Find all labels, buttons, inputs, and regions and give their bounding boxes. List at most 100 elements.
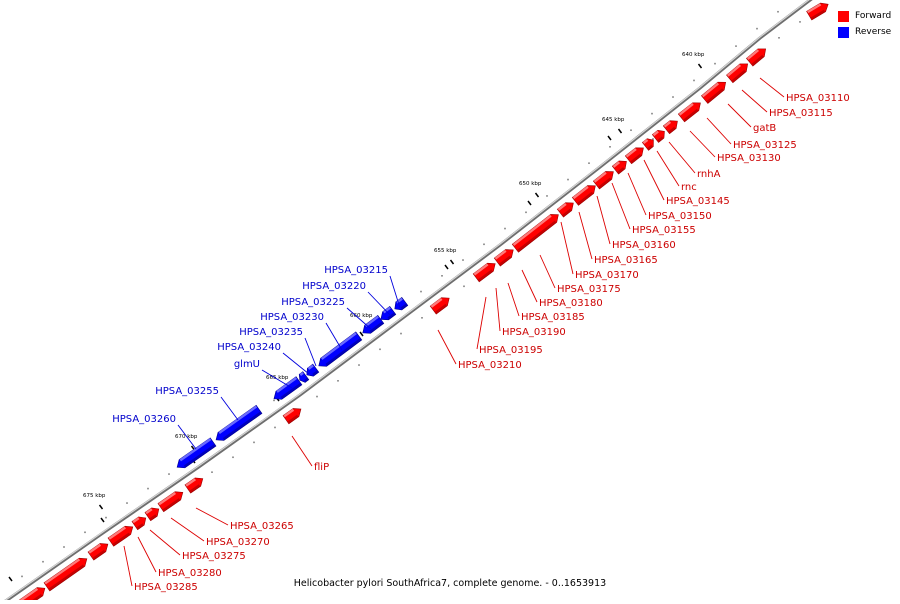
gene-leader-line: [346, 307, 372, 330]
gene-feature-fwd-18[interactable]: [184, 475, 206, 494]
gene-label[interactable]: HPSA_03285: [134, 582, 198, 593]
minor-tick: [337, 380, 339, 382]
major-tick: [534, 192, 540, 198]
minor-tick: [714, 62, 716, 65]
gene-feature-fwd-4[interactable]: [677, 99, 703, 123]
gene-label[interactable]: HPSA_03130: [717, 153, 781, 164]
gene-label[interactable]: HPSA_03230: [260, 312, 324, 323]
gene-leader-line: [643, 159, 665, 201]
major-tick-inner: [444, 264, 449, 270]
gene-label[interactable]: HPSA_03265: [230, 521, 294, 532]
gene-label[interactable]: HPSA_03195: [479, 345, 543, 356]
gene-feature-fwd-8[interactable]: [624, 144, 646, 165]
gene-leader-line: [149, 529, 181, 556]
gene-feature-fwd-1[interactable]: [746, 45, 768, 67]
gene-feature-fwd-16[interactable]: [429, 294, 452, 315]
gene-label[interactable]: HPSA_03170: [575, 270, 639, 281]
minor-tick: [316, 395, 318, 398]
gene-feature-fwd-11[interactable]: [571, 182, 598, 206]
legend-label: Reverse: [855, 27, 892, 37]
gene-leader-line: [220, 396, 239, 421]
gene-leader-line: [389, 275, 401, 309]
gene-label[interactable]: HPSA_03190: [502, 327, 566, 338]
gene-label[interactable]: HPSA_03275: [182, 551, 246, 562]
gene-label[interactable]: HPSA_03175: [557, 284, 621, 295]
minor-tick: [693, 79, 695, 82]
gene-feature-fwd-14[interactable]: [493, 246, 516, 267]
gene-feature-rev-5[interactable]: [297, 371, 310, 385]
tick-label: 675 kbp: [83, 493, 106, 499]
minor-tick: [168, 473, 170, 475]
gene-feature-rev-8[interactable]: [174, 437, 217, 471]
gene-label[interactable]: HPSA_03260: [112, 414, 176, 425]
gene-label[interactable]: HPSA_03210: [458, 360, 522, 371]
gene-label[interactable]: rnhA: [697, 169, 721, 180]
gene-feature-fwd-6[interactable]: [651, 127, 667, 143]
gene-label[interactable]: HPSA_03220: [302, 281, 366, 292]
gene-label[interactable]: HPSA_03180: [539, 298, 603, 309]
gene-feature-rev-4[interactable]: [304, 363, 320, 379]
minor-tick: [211, 471, 213, 473]
gene-feature-fwd-2[interactable]: [726, 60, 750, 84]
gene-feature-fwd-10[interactable]: [592, 168, 616, 190]
tick-label: 660 kbp: [350, 313, 373, 319]
gene-feature-fwd-19[interactable]: [157, 488, 186, 513]
gene-leader-line: [596, 195, 611, 245]
gene-feature-fwd-13[interactable]: [511, 211, 561, 253]
gene-feature-fwd-12[interactable]: [556, 199, 576, 218]
gene-feature-fwd-7[interactable]: [641, 136, 656, 151]
gene-label[interactable]: HPSA_03215: [324, 265, 388, 276]
gene-label[interactable]: HPSA_03255: [155, 386, 219, 397]
gene-label[interactable]: HPSA_03185: [521, 312, 585, 323]
gene-label[interactable]: HPSA_03240: [217, 342, 281, 353]
minor-tick: [421, 317, 423, 319]
minor-tick: [525, 211, 527, 214]
major-tick: [98, 504, 104, 510]
gene-label[interactable]: HPSA_03270: [206, 537, 270, 548]
gene-label[interactable]: HPSA_03235: [239, 327, 303, 338]
gene-feature-fwd-0[interactable]: [806, 0, 831, 21]
gene-feature-rev-0[interactable]: [392, 296, 409, 313]
gene-feature-fwd-20[interactable]: [144, 505, 162, 522]
gene-label[interactable]: glmU: [234, 359, 260, 370]
gene-label[interactable]: gatB: [753, 123, 776, 134]
minor-tick: [42, 560, 44, 563]
gene-feature-fwd-17[interactable]: [282, 405, 304, 425]
gene-label[interactable]: HPSA_03125: [733, 140, 797, 151]
gene-feature-fwd-21[interactable]: [131, 514, 149, 531]
gene-feature-fwd-9[interactable]: [611, 157, 629, 175]
gene-label[interactable]: HPSA_03110: [786, 93, 850, 104]
gene-feature-fwd-3[interactable]: [701, 78, 728, 104]
minor-tick: [63, 546, 65, 548]
gene-label[interactable]: HPSA_03225: [281, 297, 345, 308]
gene-leader-line: [759, 77, 785, 98]
gene-label[interactable]: rnc: [681, 182, 697, 193]
gene-label[interactable]: HPSA_03150: [648, 211, 712, 222]
major-tick-inner: [359, 331, 364, 337]
minor-tick: [463, 285, 465, 288]
gene-label[interactable]: HPSA_03280: [158, 568, 222, 579]
gene-leader-line: [282, 352, 310, 375]
gene-feature-fwd-24[interactable]: [43, 555, 90, 592]
gene-leader-line: [325, 322, 343, 351]
gene-label[interactable]: HPSA_03165: [594, 255, 658, 266]
gene-feature-rev-3[interactable]: [316, 331, 363, 370]
gene-leader-line: [627, 172, 647, 216]
gene-label[interactable]: HPSA_03155: [632, 225, 696, 236]
minor-tick: [273, 399, 275, 402]
gene-leader-line: [706, 117, 732, 145]
gene-label[interactable]: HPSA_03160: [612, 240, 676, 251]
major-tick-inner: [527, 200, 532, 206]
gene-feature-fwd-15[interactable]: [472, 260, 498, 283]
gene-leader-line: [291, 435, 313, 467]
minor-tick: [567, 178, 569, 181]
gene-feature-fwd-5[interactable]: [662, 117, 680, 135]
minor-tick: [232, 456, 234, 459]
gene-feature-fwd-23[interactable]: [87, 540, 111, 561]
gene-label[interactable]: HPSA_03115: [769, 108, 833, 119]
gene-label[interactable]: fliP: [314, 462, 329, 473]
gene-feature-fwd-22[interactable]: [107, 523, 136, 547]
gene-feature-rev-2[interactable]: [360, 314, 385, 337]
tick-label: 640 kbp: [682, 52, 705, 58]
gene-label[interactable]: HPSA_03145: [666, 196, 730, 207]
